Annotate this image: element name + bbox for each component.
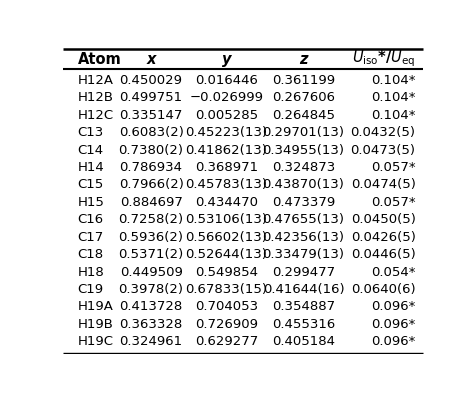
Text: 0.096*: 0.096* bbox=[371, 336, 416, 348]
Text: 0.884697: 0.884697 bbox=[119, 196, 182, 209]
Text: 0.057*: 0.057* bbox=[371, 196, 416, 209]
Text: C15: C15 bbox=[78, 178, 104, 191]
Text: C17: C17 bbox=[78, 231, 104, 244]
Text: 0.41644(16): 0.41644(16) bbox=[263, 283, 344, 296]
Text: 0.704053: 0.704053 bbox=[195, 300, 258, 314]
Text: H19A: H19A bbox=[78, 300, 113, 314]
Text: 0.53106(13): 0.53106(13) bbox=[185, 213, 267, 226]
Text: C19: C19 bbox=[78, 283, 104, 296]
Text: 0.0446(5): 0.0446(5) bbox=[351, 248, 416, 261]
Text: 0.45783(13): 0.45783(13) bbox=[185, 178, 267, 191]
Text: 0.3978(2): 0.3978(2) bbox=[118, 283, 183, 296]
Text: 0.56602(13): 0.56602(13) bbox=[185, 231, 267, 244]
Text: H12A: H12A bbox=[78, 74, 114, 87]
Text: −0.026999: −0.026999 bbox=[190, 91, 264, 104]
Text: 0.5371(2): 0.5371(2) bbox=[118, 248, 184, 261]
Text: 0.45223(13): 0.45223(13) bbox=[185, 126, 267, 139]
Text: 0.6083(2): 0.6083(2) bbox=[118, 126, 183, 139]
Text: 0.34955(13): 0.34955(13) bbox=[263, 144, 345, 156]
Text: 0.42356(13): 0.42356(13) bbox=[263, 231, 345, 244]
Text: 0.324873: 0.324873 bbox=[272, 161, 335, 174]
Text: 0.104*: 0.104* bbox=[371, 109, 416, 122]
Text: 0.43870(13): 0.43870(13) bbox=[263, 178, 345, 191]
Text: 0.52644(13): 0.52644(13) bbox=[185, 248, 267, 261]
Text: H15: H15 bbox=[78, 196, 104, 209]
Text: 0.057*: 0.057* bbox=[371, 161, 416, 174]
Text: H12B: H12B bbox=[78, 91, 114, 104]
Text: C16: C16 bbox=[78, 213, 104, 226]
Text: C14: C14 bbox=[78, 144, 104, 156]
Text: 0.499751: 0.499751 bbox=[119, 91, 182, 104]
Text: 0.0450(5): 0.0450(5) bbox=[351, 213, 416, 226]
Text: 0.413728: 0.413728 bbox=[119, 300, 182, 314]
Text: 0.0432(5): 0.0432(5) bbox=[351, 126, 416, 139]
Text: 0.629277: 0.629277 bbox=[195, 336, 258, 348]
Text: H14: H14 bbox=[78, 161, 104, 174]
Text: 0.549854: 0.549854 bbox=[195, 265, 258, 279]
Text: 0.726909: 0.726909 bbox=[195, 318, 258, 331]
Text: C18: C18 bbox=[78, 248, 104, 261]
Text: 0.405184: 0.405184 bbox=[272, 336, 335, 348]
Text: 0.335147: 0.335147 bbox=[119, 109, 183, 122]
Text: 0.0474(5): 0.0474(5) bbox=[351, 178, 416, 191]
Text: H19C: H19C bbox=[78, 336, 114, 348]
Text: 0.0473(5): 0.0473(5) bbox=[351, 144, 416, 156]
Text: 0.449509: 0.449509 bbox=[119, 265, 182, 279]
Text: Atom: Atom bbox=[78, 52, 121, 66]
Text: 0.47655(13): 0.47655(13) bbox=[263, 213, 345, 226]
Text: 0.455316: 0.455316 bbox=[272, 318, 335, 331]
Text: 0.363328: 0.363328 bbox=[119, 318, 182, 331]
Text: $\mathit{U}_{\mathrm{iso}}$*/$\mathit{U}_{\mathrm{eq}}$: $\mathit{U}_{\mathrm{iso}}$*/$\mathit{U}… bbox=[352, 49, 416, 69]
Text: y: y bbox=[222, 52, 231, 66]
Text: 0.67833(15): 0.67833(15) bbox=[185, 283, 267, 296]
Text: 0.096*: 0.096* bbox=[371, 300, 416, 314]
Text: 0.786934: 0.786934 bbox=[119, 161, 182, 174]
Text: x: x bbox=[146, 52, 156, 66]
Text: H12C: H12C bbox=[78, 109, 114, 122]
Text: 0.299477: 0.299477 bbox=[272, 265, 335, 279]
Text: 0.0426(5): 0.0426(5) bbox=[351, 231, 416, 244]
Text: 0.7380(2): 0.7380(2) bbox=[118, 144, 183, 156]
Text: 0.104*: 0.104* bbox=[371, 74, 416, 87]
Text: 0.7258(2): 0.7258(2) bbox=[118, 213, 183, 226]
Text: H19B: H19B bbox=[78, 318, 113, 331]
Text: 0.5936(2): 0.5936(2) bbox=[118, 231, 183, 244]
Text: 0.29701(13): 0.29701(13) bbox=[263, 126, 345, 139]
Text: z: z bbox=[299, 52, 308, 66]
Text: 0.005285: 0.005285 bbox=[195, 109, 258, 122]
Text: 0.104*: 0.104* bbox=[371, 91, 416, 104]
Text: 0.054*: 0.054* bbox=[371, 265, 416, 279]
Text: 0.264845: 0.264845 bbox=[272, 109, 335, 122]
Text: 0.434470: 0.434470 bbox=[195, 196, 258, 209]
Text: 0.33479(13): 0.33479(13) bbox=[263, 248, 345, 261]
Text: 0.324961: 0.324961 bbox=[119, 336, 182, 348]
Text: 0.0640(6): 0.0640(6) bbox=[351, 283, 416, 296]
Text: 0.096*: 0.096* bbox=[371, 318, 416, 331]
Text: 0.016446: 0.016446 bbox=[195, 74, 258, 87]
Text: 0.450029: 0.450029 bbox=[119, 74, 182, 87]
Text: H18: H18 bbox=[78, 265, 104, 279]
Text: 0.7966(2): 0.7966(2) bbox=[118, 178, 183, 191]
Text: C13: C13 bbox=[78, 126, 104, 139]
Text: 0.368971: 0.368971 bbox=[195, 161, 258, 174]
Text: 0.41862(13): 0.41862(13) bbox=[185, 144, 267, 156]
Text: 0.361199: 0.361199 bbox=[272, 74, 335, 87]
Text: 0.354887: 0.354887 bbox=[272, 300, 335, 314]
Text: 0.473379: 0.473379 bbox=[272, 196, 335, 209]
Text: 0.267606: 0.267606 bbox=[272, 91, 335, 104]
